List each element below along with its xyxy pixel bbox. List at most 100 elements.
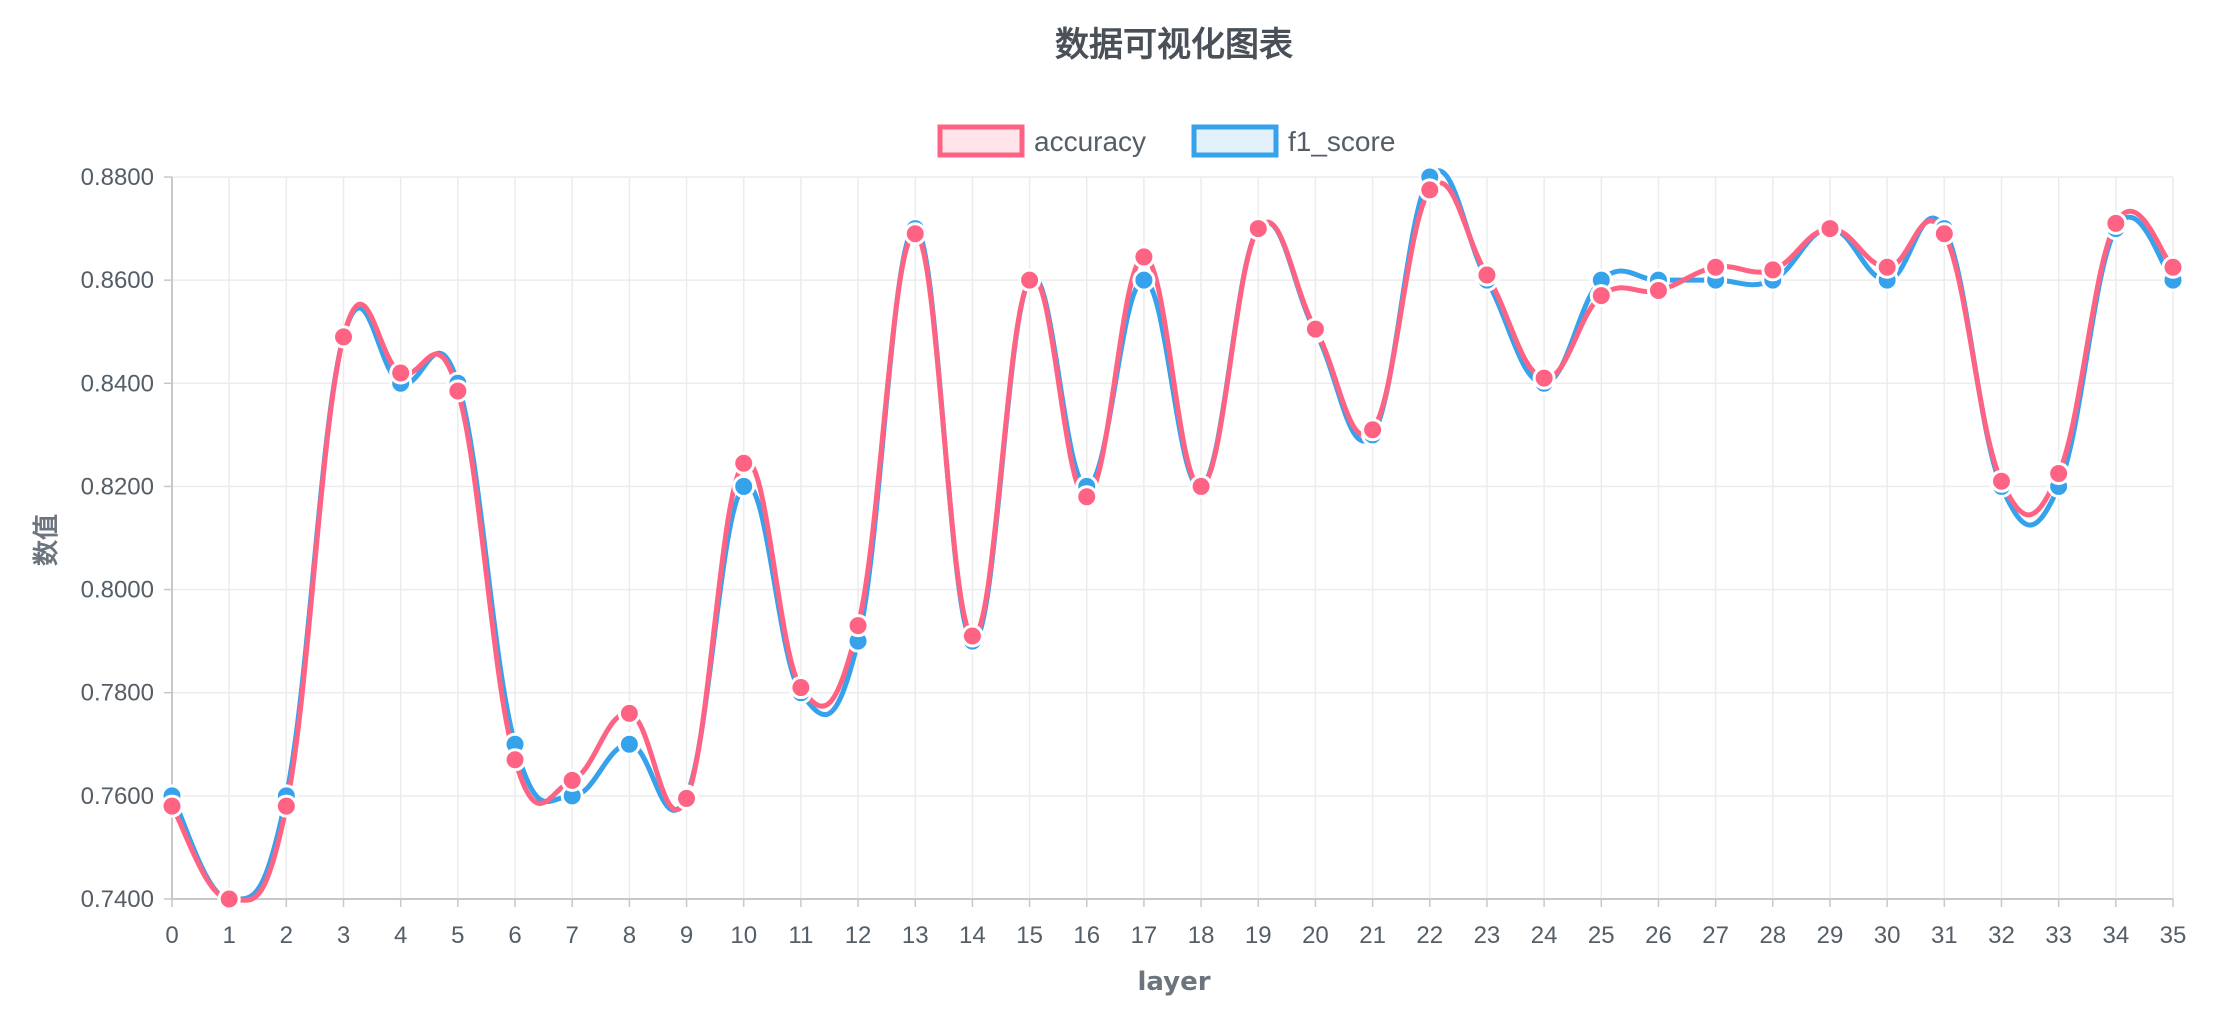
data-point-accuracy[interactable] xyxy=(1989,469,2013,493)
y-axis-title: 数值 xyxy=(32,514,62,566)
x-tick-label: 29 xyxy=(1817,922,1844,949)
data-point-accuracy[interactable] xyxy=(2104,211,2128,235)
x-tick-label: 5 xyxy=(451,922,464,949)
legend-item-accuracy[interactable]: accuracy xyxy=(937,124,1146,158)
x-tick-label: 16 xyxy=(1073,922,1100,949)
x-tick-label: 22 xyxy=(1416,922,1443,949)
chart-title: 数据可视化图表 xyxy=(1055,25,1293,65)
legend-swatch xyxy=(1191,124,1279,158)
x-tick-label: 32 xyxy=(1988,922,2015,949)
y-tick-label: 0.8800 xyxy=(81,164,154,191)
data-point-accuracy[interactable] xyxy=(1018,268,1042,292)
data-point-accuracy[interactable] xyxy=(903,222,927,246)
y-tick-label: 0.8000 xyxy=(81,577,154,604)
data-point-accuracy[interactable] xyxy=(1303,317,1327,341)
x-tick-label: 17 xyxy=(1131,922,1158,949)
data-point-accuracy[interactable] xyxy=(446,379,470,403)
y-tick-label: 0.7600 xyxy=(81,783,154,810)
data-point-accuracy[interactable] xyxy=(1646,278,1670,302)
data-point-accuracy[interactable] xyxy=(1132,245,1156,269)
x-tick-label: 20 xyxy=(1302,922,1329,949)
data-point-accuracy[interactable] xyxy=(1075,485,1099,509)
y-tick-label: 0.7400 xyxy=(81,886,154,913)
legend-swatch xyxy=(937,124,1025,158)
x-tick-label: 27 xyxy=(1702,922,1729,949)
data-point-accuracy[interactable] xyxy=(503,748,527,772)
data-point-accuracy[interactable] xyxy=(1932,222,1956,246)
series-line-accuracy xyxy=(169,180,2176,903)
x-tick-label: 4 xyxy=(394,922,407,949)
x-tick-label: 21 xyxy=(1359,922,1386,949)
x-tick-label: 9 xyxy=(680,922,693,949)
data-point-accuracy[interactable] xyxy=(1361,418,1385,442)
data-point-accuracy[interactable] xyxy=(332,325,356,349)
data-point-f1-score[interactable] xyxy=(732,474,756,498)
legend-label: accuracy xyxy=(1034,126,1146,157)
data-point-accuracy[interactable] xyxy=(1532,366,1556,390)
data-point-accuracy[interactable] xyxy=(675,786,699,810)
data-point-accuracy[interactable] xyxy=(1189,474,1213,498)
x-tick-label: 35 xyxy=(2160,922,2187,949)
x-tick-label: 31 xyxy=(1931,922,1958,949)
data-point-accuracy[interactable] xyxy=(789,676,813,700)
x-tick-label: 7 xyxy=(566,922,579,949)
series xyxy=(169,168,2176,903)
y-tick-label: 0.8400 xyxy=(81,370,154,397)
x-tick-label: 11 xyxy=(788,922,813,949)
x-tick-label: 26 xyxy=(1645,922,1672,949)
grid xyxy=(171,176,2174,900)
data-point-accuracy[interactable] xyxy=(2047,462,2071,486)
x-tick-label: 2 xyxy=(280,922,293,949)
x-tick-label: 28 xyxy=(1759,922,1786,949)
data-point-accuracy[interactable] xyxy=(2161,255,2185,279)
data-point-accuracy[interactable] xyxy=(846,614,870,638)
x-tick-label: 12 xyxy=(845,922,872,949)
legend[interactable]: accuracy f1_score xyxy=(937,124,1395,158)
y-tick-label: 0.8600 xyxy=(81,267,154,294)
legend-label: f1_score xyxy=(1288,126,1395,157)
data-point-accuracy[interactable] xyxy=(274,794,298,818)
x-tick-label: 15 xyxy=(1016,922,1043,949)
data-point-accuracy[interactable] xyxy=(560,768,584,792)
y-tick-label: 0.7800 xyxy=(81,680,154,707)
x-tick-label: 0 xyxy=(165,922,178,949)
data-point-accuracy[interactable] xyxy=(217,887,241,911)
data-point-accuracy[interactable] xyxy=(1704,255,1728,279)
data-points xyxy=(160,165,2185,911)
legend-item-f1-score[interactable]: f1_score xyxy=(1191,124,1395,158)
x-tick-label: 3 xyxy=(337,922,350,949)
data-point-accuracy[interactable] xyxy=(1589,284,1613,308)
data-point-accuracy[interactable] xyxy=(1761,258,1785,282)
x-tick-label: 30 xyxy=(1874,922,1901,949)
data-point-accuracy[interactable] xyxy=(1818,217,1842,241)
x-tick-label: 23 xyxy=(1474,922,1501,949)
data-point-accuracy[interactable] xyxy=(1246,217,1270,241)
data-point-accuracy[interactable] xyxy=(1875,255,1899,279)
x-tick-label: 19 xyxy=(1245,922,1272,949)
x-tick-label: 25 xyxy=(1588,922,1615,949)
data-point-accuracy[interactable] xyxy=(389,361,413,385)
data-point-f1-score[interactable] xyxy=(1132,268,1156,292)
x-tick-label: 6 xyxy=(508,922,521,949)
data-point-accuracy[interactable] xyxy=(617,701,641,725)
data-point-f1-score[interactable] xyxy=(617,732,641,756)
x-tick-label: 33 xyxy=(2045,922,2072,949)
x-tick-label: 8 xyxy=(623,922,636,949)
data-point-accuracy[interactable] xyxy=(1418,178,1442,202)
axes: 0.7400 0.7600 0.7800 0.8000 0.8200 0.8400 0.86… xyxy=(81,164,2187,949)
y-tick-label: 0.8200 xyxy=(81,473,154,500)
x-axis-title: layer xyxy=(1137,967,1210,997)
x-tick-label: 14 xyxy=(959,922,986,949)
x-tick-label: 24 xyxy=(1531,922,1558,949)
data-point-accuracy[interactable] xyxy=(732,451,756,475)
x-tick-label: 1 xyxy=(222,922,235,949)
x-tick-label: 13 xyxy=(902,922,929,949)
x-tick-label: 34 xyxy=(2102,922,2129,949)
data-point-accuracy[interactable] xyxy=(160,794,184,818)
x-tick-label: 10 xyxy=(730,922,757,949)
data-point-accuracy[interactable] xyxy=(960,624,984,648)
data-point-accuracy[interactable] xyxy=(1475,263,1499,287)
x-tick-label: 18 xyxy=(1188,922,1215,949)
